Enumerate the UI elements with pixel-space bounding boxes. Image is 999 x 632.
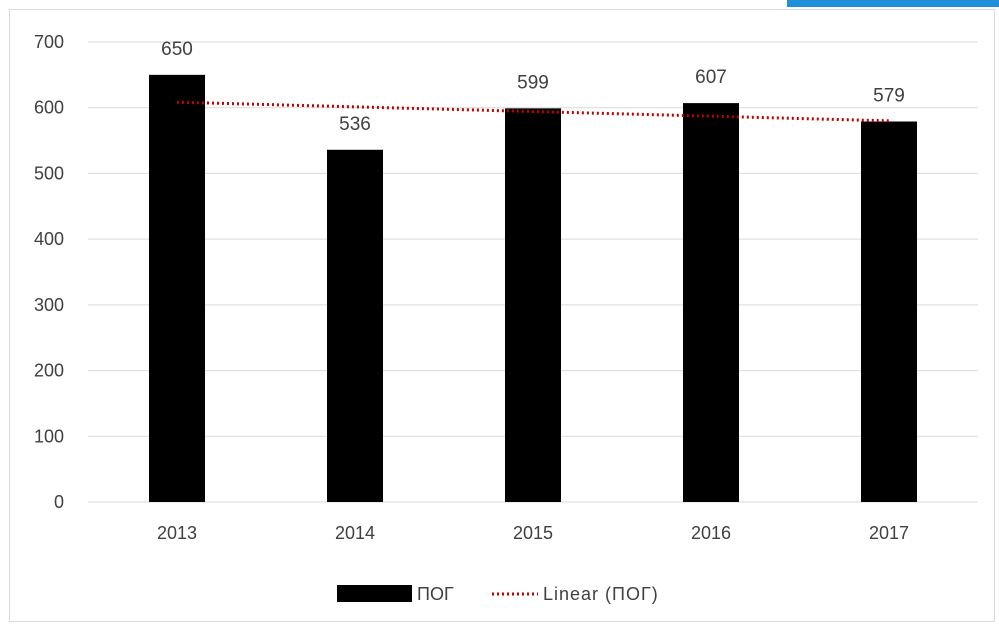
y-tick-label: 0 (54, 492, 64, 512)
trendline (176, 100, 890, 123)
y-tick-label: 500 (34, 163, 64, 183)
data-label: 599 (517, 72, 549, 93)
legend-swatch-pog (337, 585, 412, 602)
x-axis-tick-labels: 2013 2014 2015 2016 2017 (157, 523, 909, 543)
legend-label-trendline: Linear (ПОГ) (543, 584, 659, 604)
x-tick-label: 2014 (335, 523, 375, 543)
x-tick-label: 2015 (513, 523, 553, 543)
bars (149, 74, 917, 502)
y-tick-label: 100 (34, 426, 64, 446)
x-tick-label: 2016 (691, 523, 731, 543)
data-label: 650 (161, 39, 193, 60)
y-tick-label: 300 (34, 295, 64, 315)
bar (505, 108, 561, 502)
legend-label-pog: ПОГ (417, 584, 454, 604)
data-label: 579 (873, 86, 905, 107)
data-label: 536 (339, 114, 371, 135)
data-labels: 650 536 599 607 579 (161, 39, 905, 135)
bar (149, 74, 205, 502)
y-tick-label: 600 (34, 98, 64, 118)
bar (327, 149, 383, 502)
y-tick-label: 400 (34, 229, 64, 249)
bar (861, 121, 917, 502)
y-tick-label: 200 (34, 361, 64, 381)
trendline-line (176, 100, 890, 123)
y-tick-label: 700 (34, 32, 64, 52)
x-tick-label: 2013 (157, 523, 197, 543)
x-tick-label: 2017 (869, 523, 909, 543)
accent-bar (787, 0, 999, 7)
y-axis-tick-labels: 0 100 200 300 400 500 600 700 (34, 32, 64, 512)
legend: ПОГ Linear (ПОГ) (337, 584, 659, 604)
data-label: 607 (695, 67, 727, 88)
bar (683, 103, 739, 502)
